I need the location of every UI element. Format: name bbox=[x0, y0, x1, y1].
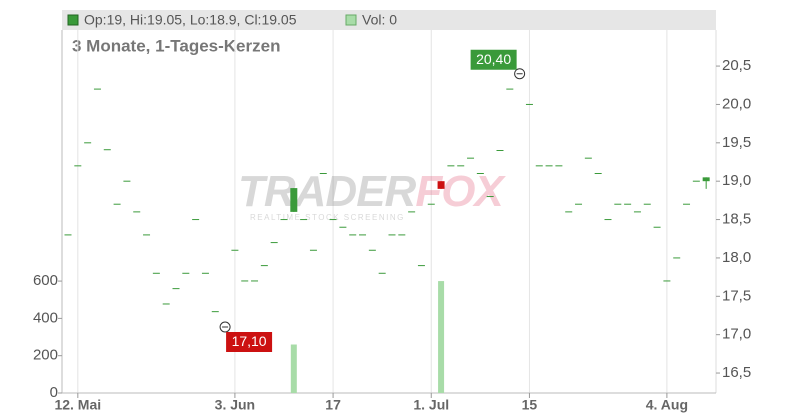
y2-tick-label: 600 bbox=[33, 272, 58, 289]
x-tick-label: 3. Jun bbox=[215, 397, 255, 413]
watermark-brand: TRADERFOX bbox=[238, 167, 506, 216]
y-tick-label: 19,0 bbox=[722, 172, 751, 189]
volume-bar bbox=[290, 344, 297, 393]
grid-layer bbox=[77, 30, 668, 393]
y-tick-label: 18,0 bbox=[722, 249, 751, 266]
legend-ohlc: Op:19, Hi:19.05, Lo:18.9, Cl:19.05 bbox=[84, 12, 297, 28]
candle-body bbox=[290, 188, 298, 212]
candle-body bbox=[702, 177, 710, 182]
y2-tick-label: 400 bbox=[33, 309, 58, 326]
subtitle: 3 Monate, 1-Tages-Kerzen bbox=[72, 36, 280, 55]
legend-swatch-volume bbox=[345, 14, 357, 26]
x-tick-label: 17 bbox=[325, 397, 341, 413]
watermark-brand-b: FOX bbox=[415, 167, 506, 216]
watermark-tagline: REALTIME STOCK SCREENING bbox=[250, 213, 405, 222]
x-tick-label: 15 bbox=[522, 397, 538, 413]
extreme-label-box bbox=[226, 332, 273, 352]
y-tick-label: 18,5 bbox=[722, 211, 751, 228]
watermark: TRADERFOX REALTIME STOCK SCREENING bbox=[238, 167, 507, 222]
y2-tick-label: 200 bbox=[33, 347, 58, 364]
extreme-label: 20,40 bbox=[476, 51, 511, 67]
extreme-label-box bbox=[470, 49, 517, 70]
volume-bar bbox=[438, 281, 445, 393]
y-tick-label: 20,5 bbox=[722, 57, 751, 74]
x-tick-label: 4. Aug bbox=[646, 397, 688, 413]
x-tick-label: 1. Jul bbox=[413, 397, 449, 413]
x-tick-label: 12. Mai bbox=[54, 397, 101, 413]
extreme-label: 17,10 bbox=[232, 333, 267, 349]
y-tick-label: 17,0 bbox=[722, 326, 751, 343]
y2-tick-label: 0 bbox=[50, 384, 58, 401]
y-tick-label: 16,5 bbox=[722, 364, 751, 381]
legend-volume: Vol: 0 bbox=[362, 12, 397, 28]
y-tick-label: 17,5 bbox=[722, 287, 751, 304]
y-tick-label: 20,0 bbox=[722, 95, 751, 112]
watermark-brand-a: TRADER bbox=[238, 167, 417, 216]
y-tick-label: 19,5 bbox=[722, 134, 751, 151]
legend-band bbox=[62, 10, 716, 30]
candle-body bbox=[437, 181, 445, 189]
legend-swatch-ohlc bbox=[67, 14, 79, 26]
